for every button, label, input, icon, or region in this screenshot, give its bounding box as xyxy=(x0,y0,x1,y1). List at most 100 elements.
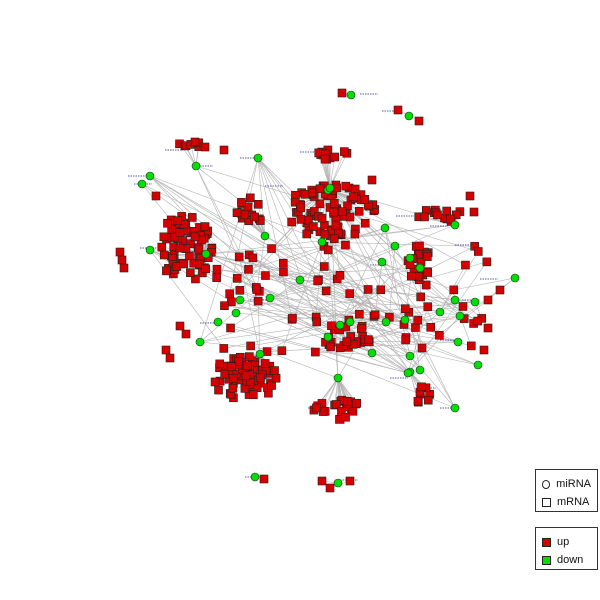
mrna-node xyxy=(302,229,312,239)
mrna-node xyxy=(170,232,180,242)
edge xyxy=(408,312,421,371)
mrna-node xyxy=(340,147,349,156)
mrna-node xyxy=(466,341,476,351)
mrna-node xyxy=(354,207,364,216)
mrna-node xyxy=(442,206,451,216)
mrna-node xyxy=(320,229,330,239)
edge xyxy=(381,261,456,409)
mirna-node xyxy=(405,351,415,361)
edge xyxy=(321,241,474,324)
edge xyxy=(266,351,339,379)
edge xyxy=(283,262,406,321)
mirna-node xyxy=(473,360,483,370)
mrna-node xyxy=(235,286,245,295)
mrna-node xyxy=(175,228,185,237)
mrna-node xyxy=(119,263,129,273)
mrna-node xyxy=(312,317,322,327)
mrna-node xyxy=(243,202,253,212)
mrna-node xyxy=(330,199,339,208)
mrna-node xyxy=(200,222,210,231)
edge xyxy=(281,241,323,351)
mrna-node xyxy=(172,262,181,271)
edge xyxy=(216,268,301,281)
mrna-node xyxy=(212,264,222,274)
edge xyxy=(283,227,386,264)
legend-node-type: miRNA mRNA xyxy=(535,469,598,512)
mirna-node xyxy=(333,478,343,488)
mrna-node xyxy=(311,347,320,357)
mrna-node xyxy=(342,337,352,346)
mrna-node xyxy=(315,184,325,194)
mrna-node xyxy=(329,234,339,244)
mirna-node xyxy=(195,337,205,347)
edge xyxy=(264,235,406,309)
mrna-node xyxy=(237,198,246,207)
mrna-node xyxy=(195,259,204,269)
mrna-node xyxy=(335,271,345,280)
mrna-node xyxy=(212,273,221,282)
mrna-node xyxy=(165,353,175,363)
mrna-node xyxy=(341,412,350,422)
mrna-node xyxy=(232,208,242,218)
mrna-node xyxy=(288,313,297,323)
mrna-node xyxy=(315,199,325,209)
mirna-node xyxy=(390,241,400,251)
mrna-node xyxy=(341,181,351,191)
edge xyxy=(199,291,260,343)
legend-down-row: down xyxy=(542,552,591,568)
mrna-node xyxy=(327,321,336,331)
edge xyxy=(389,245,396,318)
edge xyxy=(453,277,516,291)
mrna-node xyxy=(200,142,210,152)
edge xyxy=(224,305,387,323)
mirna-node xyxy=(450,220,460,230)
mrna-node xyxy=(338,207,347,217)
mirna-node xyxy=(213,317,223,327)
mrna-node xyxy=(226,362,236,372)
edge xyxy=(217,321,409,374)
mrna-node xyxy=(461,260,470,270)
mrna-node xyxy=(313,276,322,286)
mrna-node xyxy=(355,309,364,319)
mrna-node xyxy=(423,252,432,261)
edge xyxy=(252,257,411,373)
mirna-node xyxy=(470,297,480,307)
mrna-node xyxy=(317,476,327,486)
edge xyxy=(269,275,341,299)
mrna-node xyxy=(296,203,306,213)
edge xyxy=(216,268,461,317)
mrna-node xyxy=(420,212,429,222)
mrna-node xyxy=(234,357,243,366)
mrna-node xyxy=(215,359,225,369)
mrna-node xyxy=(181,329,191,339)
mrna-node xyxy=(267,381,276,390)
mirna-node xyxy=(405,253,415,263)
legend-mirna-row: miRNA xyxy=(542,476,591,492)
edge xyxy=(329,187,456,409)
mirna-node xyxy=(380,223,390,233)
mrna-node xyxy=(423,302,433,311)
mrna-node xyxy=(416,292,425,302)
mrna-node xyxy=(249,390,258,400)
mrna-node xyxy=(413,315,423,325)
mirna-node xyxy=(317,237,327,247)
mrna-node xyxy=(187,213,197,222)
mrna-node xyxy=(345,289,354,298)
mrna-node xyxy=(190,232,200,242)
edge xyxy=(337,377,342,412)
edge xyxy=(257,301,261,355)
mirna-node xyxy=(335,320,345,330)
mrna-node xyxy=(186,268,195,277)
mrna-node xyxy=(242,361,252,370)
edge xyxy=(417,315,461,321)
edge xyxy=(339,227,386,326)
mrna-node xyxy=(458,302,468,311)
mrna-node xyxy=(253,296,263,306)
mirna-node xyxy=(253,153,263,163)
mirna-node xyxy=(404,111,414,121)
mrna-node xyxy=(220,301,229,310)
mirna-node xyxy=(367,348,377,358)
mrna-node xyxy=(406,271,416,281)
mrna-node xyxy=(343,201,352,211)
